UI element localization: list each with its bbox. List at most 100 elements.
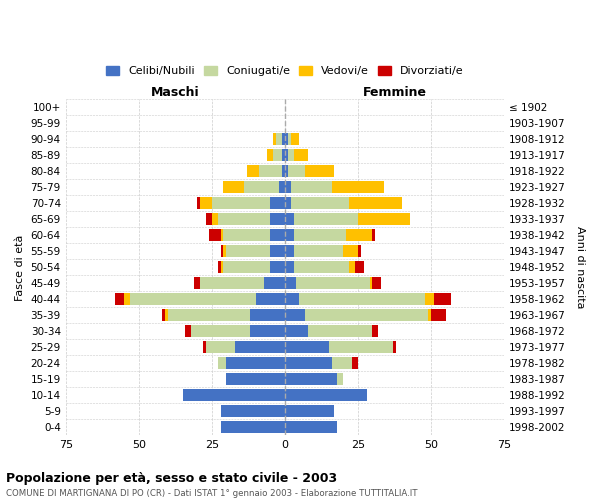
Bar: [218, 214, 270, 226]
Text: Popolazione per età, sesso e stato civile - 2003: Popolazione per età, sesso e stato civil…: [6, 472, 337, 485]
Bar: [332, 182, 384, 194]
Bar: [270, 214, 285, 226]
Bar: [332, 357, 352, 369]
Bar: [285, 214, 293, 226]
Bar: [431, 310, 446, 322]
Bar: [293, 214, 358, 226]
Bar: [329, 341, 393, 353]
Bar: [265, 278, 285, 289]
Bar: [226, 357, 285, 369]
Bar: [273, 134, 276, 145]
Bar: [282, 150, 285, 162]
Y-axis label: Anni di nascita: Anni di nascita: [575, 226, 585, 308]
Bar: [299, 294, 425, 306]
Bar: [349, 198, 401, 209]
Bar: [223, 246, 226, 258]
Bar: [373, 278, 381, 289]
Bar: [285, 373, 337, 385]
Bar: [115, 294, 124, 306]
Legend: Celibi/Nubili, Coniugati/e, Vedovi/e, Divorziati/e: Celibi/Nubili, Coniugati/e, Vedovi/e, Di…: [101, 62, 468, 80]
Bar: [285, 294, 299, 306]
Bar: [221, 230, 223, 241]
Bar: [256, 294, 285, 306]
Bar: [212, 198, 270, 209]
Bar: [305, 310, 428, 322]
Bar: [226, 246, 270, 258]
Bar: [162, 310, 165, 322]
Bar: [267, 150, 273, 162]
Bar: [221, 405, 285, 417]
Bar: [288, 150, 293, 162]
Bar: [305, 166, 334, 177]
Bar: [373, 230, 376, 241]
Bar: [282, 166, 285, 177]
Bar: [185, 326, 191, 337]
Bar: [221, 421, 285, 433]
Bar: [290, 198, 349, 209]
Text: Femmine: Femmine: [362, 86, 427, 100]
Bar: [285, 389, 367, 401]
Bar: [285, 357, 332, 369]
Bar: [285, 230, 293, 241]
Bar: [358, 246, 361, 258]
Bar: [285, 421, 337, 433]
Bar: [244, 182, 279, 194]
Text: COMUNE DI MARTIGNANA DI PO (CR) - Dati ISTAT 1° gennaio 2003 - Elaborazione TUTT: COMUNE DI MARTIGNANA DI PO (CR) - Dati I…: [6, 488, 418, 498]
Bar: [250, 326, 285, 337]
Bar: [194, 278, 200, 289]
Bar: [285, 150, 288, 162]
Bar: [223, 230, 270, 241]
Bar: [182, 389, 285, 401]
Bar: [346, 230, 373, 241]
Bar: [428, 310, 431, 322]
Bar: [285, 405, 334, 417]
Bar: [270, 198, 285, 209]
Bar: [285, 326, 308, 337]
Bar: [212, 214, 218, 226]
Bar: [270, 262, 285, 274]
Bar: [293, 230, 346, 241]
Bar: [191, 326, 250, 337]
Bar: [130, 294, 256, 306]
Bar: [276, 134, 282, 145]
Bar: [308, 326, 373, 337]
Bar: [349, 262, 355, 274]
Bar: [223, 182, 244, 194]
Bar: [293, 150, 308, 162]
Bar: [370, 278, 373, 289]
Bar: [358, 214, 410, 226]
Bar: [285, 278, 296, 289]
Bar: [285, 182, 290, 194]
Bar: [290, 182, 332, 194]
Bar: [200, 278, 265, 289]
Bar: [425, 294, 434, 306]
Bar: [203, 341, 206, 353]
Bar: [285, 198, 290, 209]
Bar: [168, 310, 250, 322]
Text: Maschi: Maschi: [151, 86, 200, 100]
Bar: [124, 294, 130, 306]
Bar: [296, 278, 370, 289]
Bar: [285, 166, 288, 177]
Bar: [285, 262, 293, 274]
Bar: [259, 166, 282, 177]
Bar: [293, 262, 349, 274]
Bar: [197, 198, 200, 209]
Bar: [200, 198, 212, 209]
Bar: [355, 262, 364, 274]
Bar: [273, 150, 282, 162]
Bar: [235, 341, 285, 353]
Bar: [223, 262, 270, 274]
Bar: [288, 134, 290, 145]
Bar: [218, 262, 221, 274]
Bar: [250, 310, 285, 322]
Bar: [434, 294, 451, 306]
Bar: [285, 310, 305, 322]
Bar: [206, 214, 212, 226]
Bar: [343, 246, 358, 258]
Bar: [288, 166, 305, 177]
Bar: [247, 166, 259, 177]
Bar: [209, 230, 221, 241]
Bar: [285, 134, 288, 145]
Bar: [206, 341, 235, 353]
